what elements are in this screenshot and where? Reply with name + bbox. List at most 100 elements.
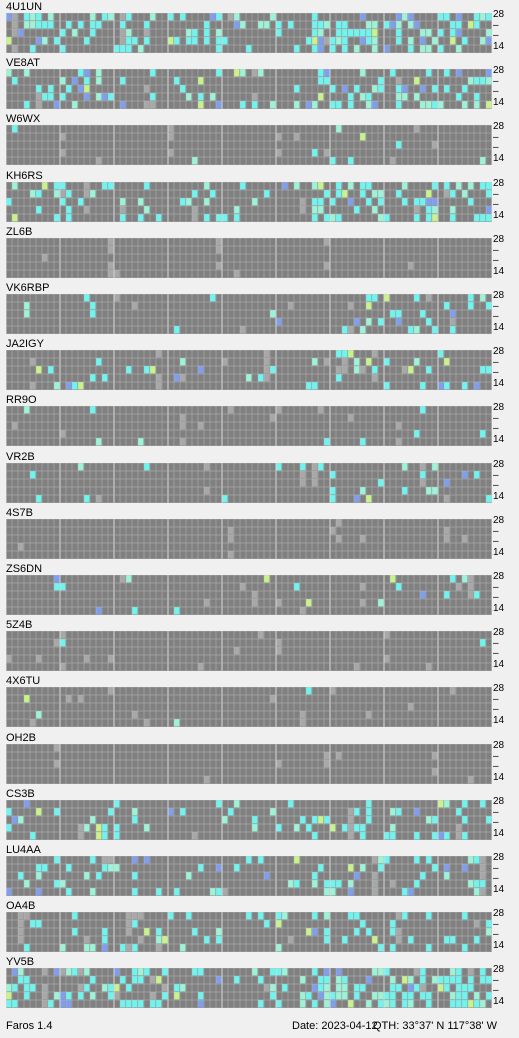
signal-cell <box>462 912 468 920</box>
signal-cell <box>258 374 264 382</box>
signal-cell <box>12 816 18 824</box>
signal-cell <box>384 968 390 976</box>
band-scale-label: 14 <box>493 41 505 52</box>
slot-marker <box>42 992 48 1000</box>
signal-cell <box>336 968 342 976</box>
signal-cell <box>54 190 60 198</box>
signal-cell <box>270 808 276 816</box>
signal-cell <box>96 872 102 880</box>
signal-cell <box>270 13 276 21</box>
signal-cell <box>432 487 438 495</box>
grid-background <box>6 687 492 727</box>
signal-cell <box>378 77 384 85</box>
signal-cell <box>318 206 324 214</box>
slot-marker <box>144 101 150 109</box>
signal-cell <box>24 21 30 29</box>
signal-cell <box>156 382 162 390</box>
signal-cell <box>450 976 456 984</box>
signal-cell <box>312 832 318 840</box>
signal-cell <box>324 992 330 1000</box>
signal-cell <box>486 928 492 936</box>
signal-cell <box>318 69 324 77</box>
signal-cell <box>294 824 300 832</box>
signal-cell <box>318 864 324 872</box>
signal-cell <box>72 101 78 109</box>
signal-cell <box>486 37 492 45</box>
signal-cell <box>396 29 402 37</box>
signal-cell <box>348 101 354 109</box>
signal-cell <box>384 832 390 840</box>
band-scale-label: – <box>493 357 499 368</box>
slot-marker <box>180 422 186 430</box>
grid-background <box>6 744 492 784</box>
signal-cell <box>12 214 18 222</box>
band-scale-label: – <box>493 873 499 884</box>
signal-cell <box>234 13 240 21</box>
signal-cell <box>60 190 66 198</box>
signal-cell <box>90 13 96 21</box>
propagation-grid <box>6 69 492 109</box>
signal-cell <box>336 752 342 760</box>
signal-cell <box>486 302 492 310</box>
signal-cell <box>456 976 462 984</box>
signal-cell <box>396 85 402 93</box>
signal-cell <box>6 69 12 77</box>
signal-cell <box>426 912 432 920</box>
signal-cell <box>36 872 42 880</box>
signal-cell <box>330 214 336 222</box>
signal-cell <box>312 984 318 992</box>
signal-cell <box>102 832 108 840</box>
slot-marker <box>396 422 402 430</box>
signal-cell <box>150 1000 156 1008</box>
band-scale: 28– –14 <box>493 909 519 952</box>
slot-marker <box>396 438 402 446</box>
signal-cell <box>456 69 462 77</box>
signal-cell <box>288 800 294 808</box>
signal-cell <box>306 382 312 390</box>
slot-marker <box>84 190 90 198</box>
signal-cell <box>480 294 486 302</box>
signal-cell <box>354 808 360 816</box>
signal-cell <box>222 358 228 366</box>
signal-cell <box>360 487 366 495</box>
signal-cell <box>468 302 474 310</box>
signal-cell <box>372 37 378 45</box>
signal-cell <box>114 864 120 872</box>
signal-cell <box>378 198 384 206</box>
slot-marker <box>12 13 18 21</box>
signal-cell <box>330 527 336 535</box>
signal-cell <box>138 968 144 976</box>
beacon-panel: KH6RS 28– –14 <box>0 169 519 225</box>
band-scale-label: 28 <box>493 402 505 413</box>
signal-cell <box>378 214 384 222</box>
signal-cell <box>138 198 144 206</box>
band-scale-label: – <box>493 301 499 312</box>
signal-cell <box>186 37 192 45</box>
signal-cell <box>474 1000 480 1008</box>
signal-cell <box>462 535 468 543</box>
signal-cell <box>438 29 444 37</box>
signal-cell <box>444 872 450 880</box>
signal-cell <box>312 358 318 366</box>
slot-marker <box>216 238 222 246</box>
signal-cell <box>408 45 414 53</box>
signal-cell <box>198 422 204 430</box>
signal-cell <box>192 832 198 840</box>
band-scale-label: 14 <box>493 715 505 726</box>
signal-cell <box>390 69 396 77</box>
signal-cell <box>456 808 462 816</box>
beacon-callsign: YV5B <box>6 956 35 968</box>
signal-cell <box>90 190 96 198</box>
signal-cell <box>414 93 420 101</box>
signal-cell <box>132 912 138 920</box>
signal-cell <box>402 463 408 471</box>
signal-cell <box>192 37 198 45</box>
signal-cell <box>486 29 492 37</box>
signal-cell <box>312 214 318 222</box>
signal-cell <box>354 912 360 920</box>
signal-cell <box>84 294 90 302</box>
signal-cell <box>480 37 486 45</box>
signal-cell <box>474 93 480 101</box>
signal-cell <box>294 182 300 190</box>
signal-cell <box>408 37 414 45</box>
